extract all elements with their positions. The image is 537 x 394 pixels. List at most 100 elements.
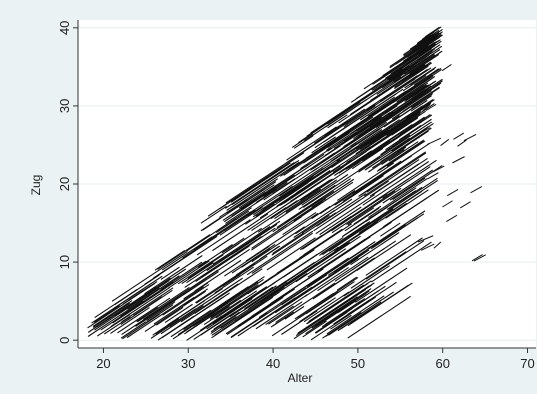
trajectory-segment	[384, 197, 427, 227]
trajectory-segment	[274, 194, 312, 219]
trajectory-segment	[341, 76, 402, 117]
trajectory-segment	[305, 113, 373, 159]
trajectory-segment	[259, 245, 280, 260]
trajectory-segment	[286, 126, 337, 161]
trajectory-segment	[343, 115, 382, 142]
trajectory-segment	[388, 50, 433, 81]
trajectory-segment	[343, 105, 376, 128]
trajectory-segment	[198, 244, 233, 268]
trajectory-segment	[240, 167, 319, 220]
trajectory-segment	[285, 179, 337, 215]
trajectory-segment	[336, 276, 357, 291]
trajectory-segment	[120, 300, 144, 317]
trajectory-segment	[433, 241, 442, 249]
trajectory-segment	[319, 206, 362, 235]
y-tick-label: 0	[57, 337, 72, 344]
trajectory-segment	[420, 39, 433, 48]
trajectory-segment	[255, 203, 275, 217]
trajectory-segment	[321, 129, 371, 163]
trajectory-segment	[319, 222, 369, 256]
trajectory-segment	[215, 290, 257, 319]
trajectory-segment	[302, 320, 327, 338]
data-marks	[87, 26, 486, 341]
trajectory-segment	[249, 298, 281, 320]
trajectory-segment	[424, 26, 440, 38]
trajectory-segment	[314, 120, 348, 144]
trajectory-segment	[164, 303, 193, 323]
x-tick-label: 40	[266, 356, 280, 371]
trajectory-segment	[260, 177, 312, 212]
trajectory-segment	[114, 268, 186, 317]
trajectory-segment	[314, 290, 379, 334]
trajectory-segment	[405, 84, 429, 101]
trajectory-segment	[213, 311, 240, 330]
trajectory-segment	[186, 257, 224, 283]
trajectory-segment	[405, 99, 435, 119]
trajectory-segment	[367, 210, 426, 250]
x-tick-label: 20	[96, 356, 110, 371]
trajectory-segment	[326, 216, 352, 233]
trajectory-segment	[225, 200, 254, 219]
trajectory-segment	[262, 166, 306, 195]
trajectory-segment	[408, 45, 443, 69]
trajectory-segment	[239, 184, 275, 209]
trajectory-segment	[121, 296, 180, 335]
trajectory-segment	[272, 232, 304, 254]
trajectory-segment	[334, 116, 382, 149]
trajectory-segment	[126, 286, 204, 338]
trajectory-segment	[423, 35, 429, 39]
trajectory-segment	[301, 214, 330, 234]
trajectory-segment	[224, 213, 250, 232]
trajectory-segment	[222, 274, 241, 287]
trajectory-segment	[195, 311, 215, 325]
trajectory-segment	[245, 182, 309, 225]
trajectory-segment	[234, 273, 308, 322]
trajectory-segment	[255, 294, 308, 330]
trajectory-segment	[242, 281, 288, 312]
trajectory-segment	[162, 284, 210, 316]
trajectory-segment	[350, 121, 387, 147]
trajectory-segment	[365, 144, 404, 170]
trajectory-segment	[347, 282, 413, 326]
trajectory-segment	[268, 301, 303, 325]
trajectory-segment	[331, 193, 388, 232]
trajectory-segment	[327, 114, 348, 129]
trajectory-segment	[352, 147, 384, 169]
trajectory-segment	[161, 236, 213, 271]
trajectory-segment	[304, 154, 325, 168]
trajectory-segment	[144, 255, 203, 295]
trajectory-segment	[305, 293, 337, 315]
trajectory-segment	[315, 194, 375, 234]
trajectory-segment	[157, 234, 211, 270]
x-tick-label: 50	[351, 356, 365, 371]
trajectory-segment	[378, 139, 425, 171]
trajectory-segment	[160, 266, 180, 280]
trajectory-segment	[417, 235, 434, 243]
trajectory-segment	[322, 298, 366, 328]
trajectory-segment	[365, 237, 423, 276]
trajectory-segment	[382, 166, 431, 199]
trajectory-segment	[358, 137, 410, 173]
trajectory-segment	[310, 297, 336, 315]
trajectory-segment	[393, 54, 436, 83]
trajectory-segment	[225, 182, 288, 224]
trajectory-segment	[160, 305, 204, 335]
trajectory-segment	[390, 43, 436, 75]
trajectory-segment	[196, 219, 251, 256]
trajectory-segment	[226, 161, 300, 211]
trajectory-segment	[320, 190, 356, 214]
trajectory-segment	[387, 44, 441, 80]
trajectory-segment	[168, 260, 210, 289]
trajectory-segment	[282, 212, 317, 235]
trajectory-segment	[394, 65, 429, 89]
trajectory-segment	[371, 241, 432, 283]
trajectory-segment	[379, 69, 428, 102]
trajectory-segment	[390, 80, 443, 116]
trajectory-segment	[376, 115, 400, 131]
x-tick-label: 30	[181, 356, 195, 371]
trajectory-segment	[214, 266, 254, 294]
trajectory-segment	[225, 158, 293, 204]
trajectory-segment	[370, 68, 403, 90]
trajectory-segment	[111, 251, 188, 302]
trajectory-segment	[184, 236, 262, 288]
